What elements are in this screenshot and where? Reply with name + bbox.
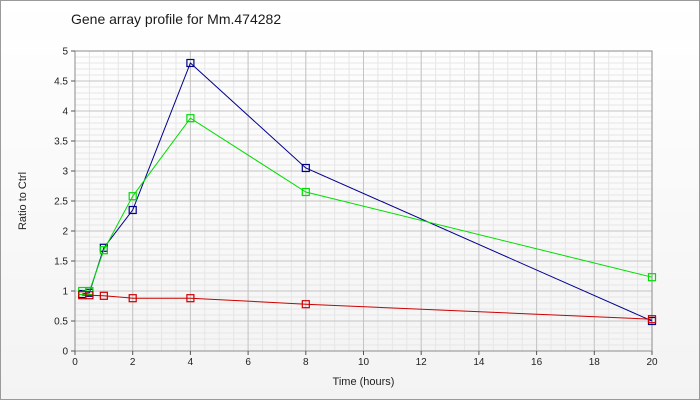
x-tick-label: 4	[188, 357, 194, 368]
data-point	[186, 294, 195, 303]
data-point	[301, 187, 310, 197]
x-tick-label: 8	[303, 357, 309, 368]
data-point	[647, 315, 657, 324]
data-point	[186, 114, 195, 123]
x-tick-label: 16	[531, 357, 543, 368]
x-tick-label: 20	[646, 357, 658, 368]
data-point	[128, 294, 137, 303]
series-line	[82, 117, 653, 292]
y-tick-label: 1	[62, 287, 68, 298]
y-tick-label: 4	[62, 107, 68, 118]
data-point	[301, 300, 310, 309]
y-tick-label: 3.5	[54, 137, 68, 148]
y-tick-label: 4.5	[54, 77, 68, 88]
chart-title: Gene array profile for Mm.474282	[71, 11, 282, 27]
y-tick-label: 2	[62, 227, 68, 238]
y-tick-label: 1.5	[54, 257, 68, 268]
data-point	[128, 205, 137, 215]
y-tick-label: 5	[62, 47, 68, 58]
data-point	[128, 192, 137, 201]
series-layer	[78, 58, 657, 326]
series-3	[78, 291, 657, 324]
x-tick-label: 18	[589, 357, 601, 368]
x-tick-label: 10	[358, 357, 370, 368]
series-2	[78, 114, 657, 296]
axis-ticks: 0 2 4 6 8 10 12 14 16 18 20 0 0.5 1 1.5 2 2.5 3 3.5 4 4.5 5	[54, 47, 658, 369]
y-tick-label: 2.5	[54, 197, 68, 208]
y-tick-label: 3	[62, 167, 68, 178]
data-point	[99, 291, 108, 300]
x-tick-label: 0	[72, 357, 78, 368]
x-tick-label: 6	[245, 357, 251, 368]
series-line	[82, 62, 653, 322]
y-tick-label: 0.5	[54, 317, 68, 328]
x-tick-label: 14	[473, 357, 485, 368]
data-point	[99, 246, 108, 255]
y-tick-label: 0	[62, 347, 68, 358]
x-tick-label: 2	[130, 357, 136, 368]
data-point	[85, 286, 94, 296]
x-tick-label: 12	[416, 357, 428, 368]
data-point	[85, 291, 94, 300]
data-point	[647, 273, 657, 282]
y-axis-title: Ratio to Ctrl	[17, 172, 29, 230]
data-point	[301, 163, 310, 173]
data-point	[186, 58, 195, 68]
x-axis-title: Time (hours)	[333, 376, 395, 388]
series-line	[82, 294, 653, 320]
